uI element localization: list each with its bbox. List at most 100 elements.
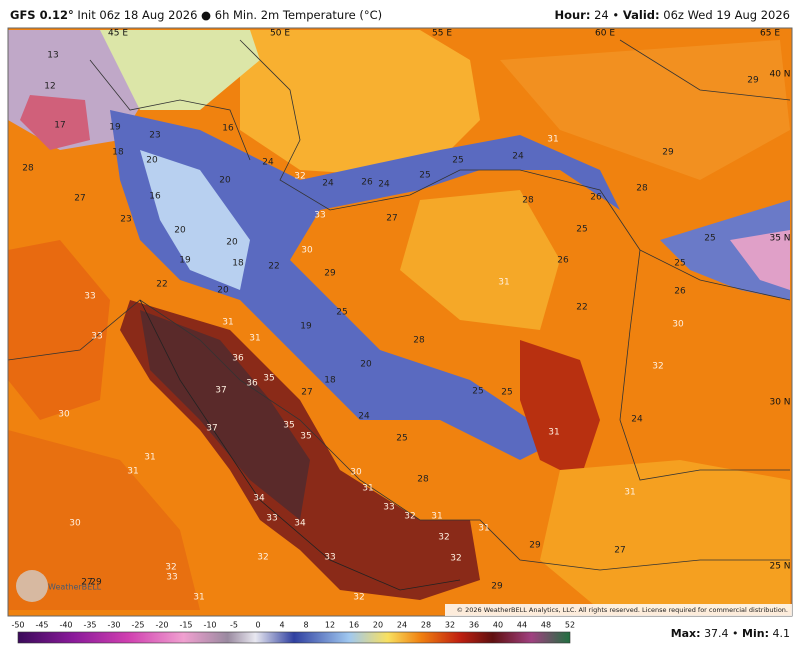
temperature-label: 27 <box>74 194 85 204</box>
temperature-label: 16 <box>222 124 234 134</box>
temperature-label: 20 <box>219 176 231 186</box>
colorbar-label: 32 <box>445 621 455 630</box>
temperature-label: 34 <box>253 494 265 504</box>
temperature-label: 31 <box>547 135 558 145</box>
colorbar-label: 4 <box>279 621 284 630</box>
temperature-label: 30 <box>301 246 313 256</box>
temperature-label: 27 <box>301 388 312 398</box>
temperature-label: 12 <box>44 82 55 92</box>
temperature-label: 30 <box>672 320 684 330</box>
temperature-label: 24 <box>262 158 274 168</box>
hour: 24 <box>594 8 609 22</box>
temperature-label: 25 <box>452 156 463 166</box>
temperature-label: 23 <box>149 131 160 141</box>
temperature-label: 22 <box>156 280 167 290</box>
temperature-label: 32 <box>257 553 268 563</box>
colorbar-label: -40 <box>59 621 72 630</box>
temperature-label: 17 <box>54 121 65 131</box>
temperature-label: 36 <box>232 354 244 364</box>
grid-label: 50 E <box>270 29 290 39</box>
colorbar-label: 28 <box>421 621 431 630</box>
temperature-label: 26 <box>590 193 602 203</box>
temperature-label: 32 <box>450 554 461 564</box>
max-value: 37.4 <box>704 627 729 640</box>
logo: WeatherBELL <box>16 570 102 602</box>
max-label: Max: <box>670 627 701 640</box>
min-value: 4.1 <box>772 627 791 640</box>
temperature-label: 26 <box>361 178 373 188</box>
colorbar-label: 12 <box>325 621 335 630</box>
temperature-label: 32 <box>404 512 415 522</box>
colorbar-label: -35 <box>83 621 96 630</box>
temperature-label: 24 <box>378 180 390 190</box>
temperature-label: 19 <box>179 256 191 266</box>
grid-label: 60 E <box>595 29 615 39</box>
colorbar-label: 40 <box>493 621 503 630</box>
temperature-label: 33 <box>91 332 102 342</box>
colorbar-label: -10 <box>203 621 216 630</box>
temperature-label: 37 <box>206 424 217 434</box>
temperature-label: 18 <box>112 148 124 158</box>
temperature-label: 30 <box>350 468 362 478</box>
temperature-label: 31 <box>144 453 155 463</box>
temperature-label: 30 <box>69 519 81 529</box>
temperature-label: 29 <box>747 76 759 86</box>
logo-text: WeatherBELL <box>48 583 102 592</box>
valid: 06z Wed 19 Aug 2026 <box>663 8 790 22</box>
temperature-label: 31 <box>362 484 373 494</box>
temperature-label: 25 <box>704 234 715 244</box>
temperature-label: 29 <box>529 541 541 551</box>
header-left: GFS 0.12° Init 06z 18 Aug 2026 ● 6h Min.… <box>10 8 382 22</box>
min-label: Min: <box>742 627 769 640</box>
colorbar-label: 44 <box>517 621 527 630</box>
temperature-label: 27 <box>386 214 397 224</box>
map-background <box>7 27 793 617</box>
temperature-label: 31 <box>498 278 509 288</box>
temperature-label: 31 <box>249 334 260 344</box>
colorbar-label: -45 <box>35 621 48 630</box>
colorbar-label: 48 <box>541 621 551 630</box>
temperature-label: 29 <box>491 582 503 592</box>
grid-label: 45 E <box>108 29 128 39</box>
temperature-label: 24 <box>512 152 524 162</box>
colorbar-label: -25 <box>131 621 144 630</box>
header-right: Hour: 24 • Valid: 06z Wed 19 Aug 2026 <box>554 8 790 22</box>
copyright: © 2026 WeatherBELL Analytics, LLC. All r… <box>457 606 788 614</box>
temperature-label: 33 <box>314 211 325 221</box>
grid-label: 30 N <box>769 398 790 408</box>
temperature-label: 36 <box>246 379 258 389</box>
valid-label: Valid: <box>622 8 660 22</box>
temperature-label: 28 <box>522 196 534 206</box>
colorbar-label: 52 <box>565 621 575 630</box>
temperature-label: 22 <box>268 262 279 272</box>
temperature-label: 33 <box>84 292 95 302</box>
temperature-label: 37 <box>215 386 226 396</box>
temperature-label: 31 <box>193 593 204 603</box>
temperature-label: 20 <box>226 238 238 248</box>
temperature-label: 23 <box>120 215 131 225</box>
colorbar-label: 24 <box>397 621 407 630</box>
colorbar-label: -15 <box>179 621 192 630</box>
hour-label: Hour: <box>554 8 591 22</box>
temperature-label: 32 <box>652 362 663 372</box>
temperature-label: 33 <box>383 503 394 513</box>
temperature-label: 31 <box>624 488 635 498</box>
colorbar-label: -30 <box>107 621 120 630</box>
colorbar-label: -20 <box>155 621 168 630</box>
temperature-label: 34 <box>294 519 306 529</box>
temperature-label: 28 <box>417 475 429 485</box>
temperature-label: 25 <box>674 259 685 269</box>
temperature-label: 26 <box>674 287 686 297</box>
temperature-label: 32 <box>294 172 305 182</box>
temperature-label: 19 <box>300 322 312 332</box>
temperature-label: 29 <box>324 269 336 279</box>
temperature-label: 25 <box>576 225 587 235</box>
grid-label: 35 N <box>769 234 790 244</box>
temperature-label: 25 <box>472 387 483 397</box>
temperature-label: 33 <box>166 573 177 583</box>
description: Init 06z 18 Aug 2026 ● 6h Min. 2m Temper… <box>77 8 383 22</box>
temperature-label: 25 <box>336 308 347 318</box>
temperature-label: 25 <box>419 171 430 181</box>
